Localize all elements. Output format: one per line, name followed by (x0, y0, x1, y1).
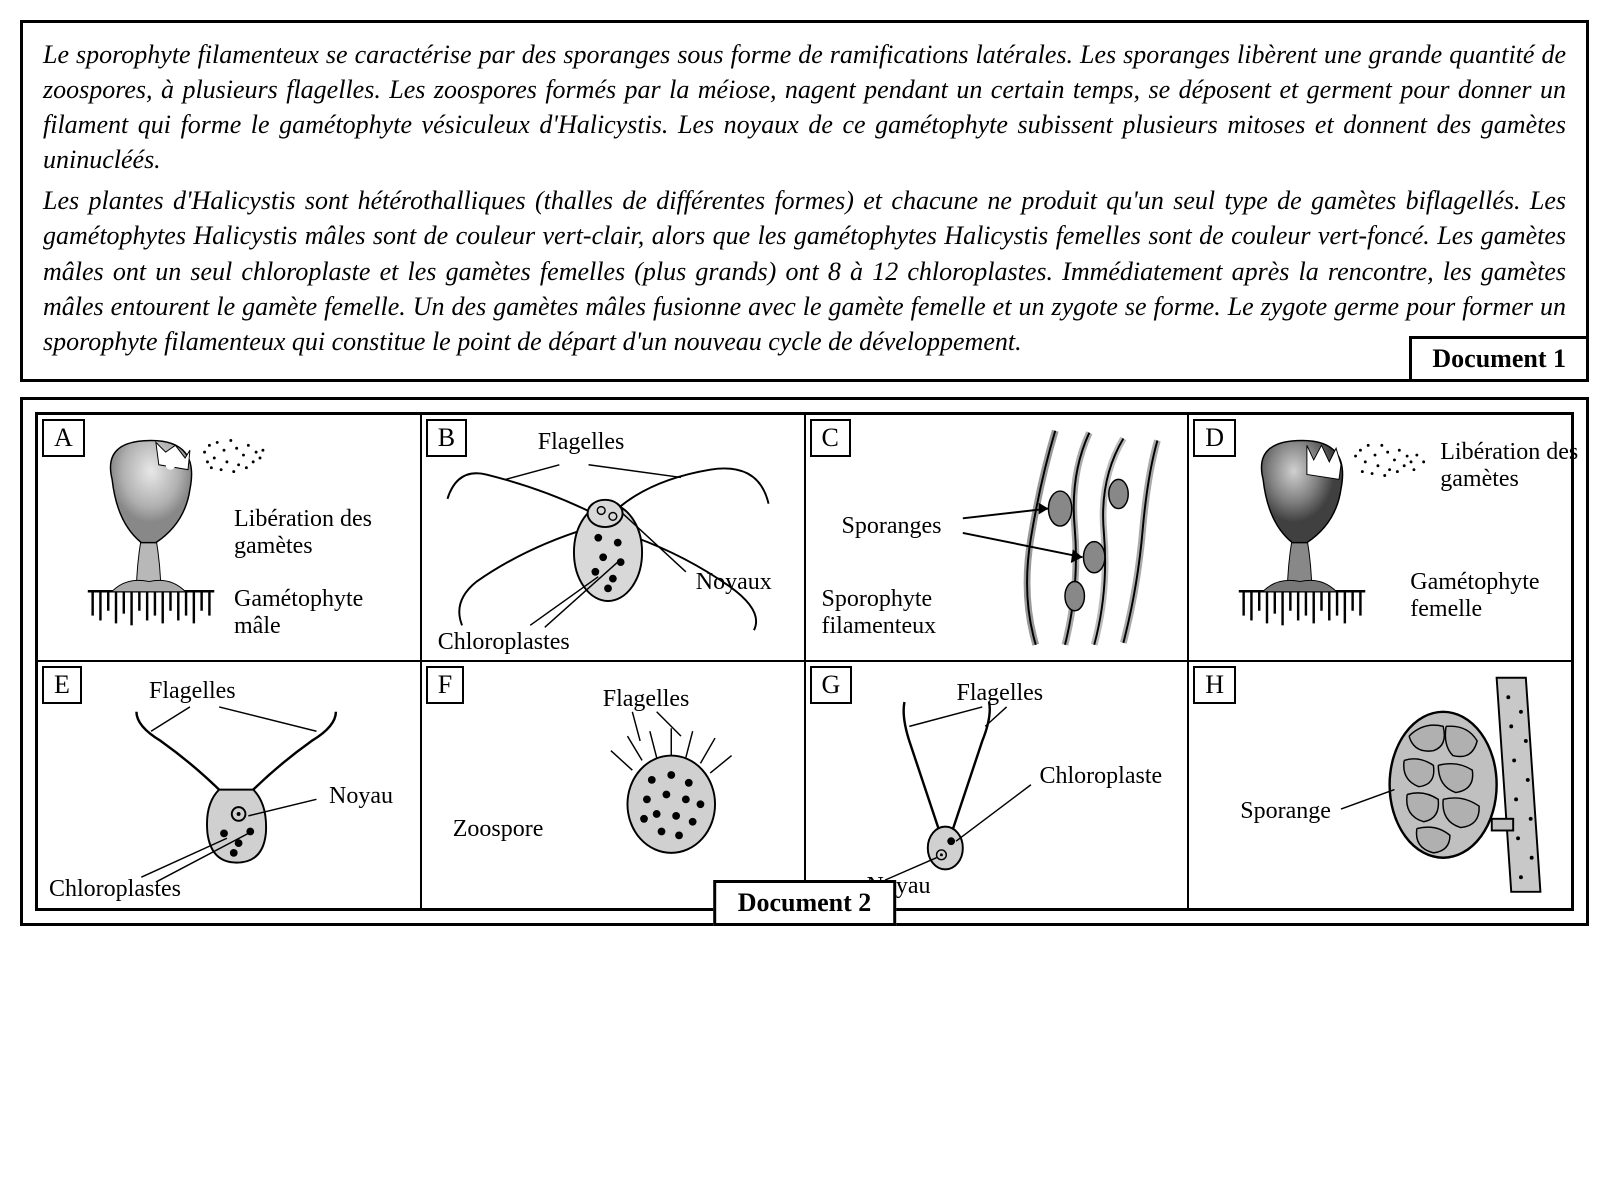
cell-h-label-sporange: Sporange (1240, 798, 1331, 825)
cell-e: E (37, 661, 421, 909)
cell-d-letter: D (1193, 419, 1236, 457)
cell-h-content: Sporange (1195, 668, 1565, 902)
cell-c-label-sporanges: Sporanges (842, 513, 942, 540)
cell-f-label-zoospore: Zoospore (453, 816, 544, 843)
cell-e-label-chloroplastes: Chloroplastes (49, 876, 181, 903)
document-1-container: Le sporophyte filamenteux se caractérise… (20, 20, 1589, 382)
cell-b-label-noyaux: Noyaux (696, 569, 772, 596)
cell-b-label-flagelles: Flagelles (538, 429, 625, 456)
cell-b-diagram (428, 421, 798, 655)
doc1-paragraph-2: Les plantes d'Halicystis sont hétérothal… (43, 183, 1566, 358)
cell-g: G (805, 661, 1189, 909)
cell-f: F (421, 661, 805, 909)
cell-h-letter: H (1193, 666, 1236, 704)
cell-d-content: Libération des gamètes Gamétophyte femel… (1195, 421, 1565, 655)
cell-b-content: Flagelles Noyaux Chloroplastes (428, 421, 798, 655)
cell-a-content: Libération des gamètes Gamétophyte mâle (44, 421, 414, 655)
doc1-paragraph-1: Le sporophyte filamenteux se caractérise… (43, 37, 1566, 177)
cell-c: C (805, 414, 1189, 662)
cell-g-letter: G (810, 666, 853, 704)
cell-h-diagram (1195, 668, 1565, 902)
document-1-label: Document 1 (1409, 336, 1589, 382)
cell-e-letter: E (42, 666, 82, 704)
cell-h: H (1188, 661, 1572, 909)
document-2-container: A (20, 397, 1589, 926)
cell-a-label-gametophyte: Gamétophyte mâle (234, 586, 414, 640)
cell-b: B (421, 414, 805, 662)
cell-d-label-liberation: Libération des gamètes (1440, 439, 1580, 493)
cell-a-label-liberation: Libération des gamètes (234, 506, 414, 560)
cell-d-label-gametophyte: Gamétophyte femelle (1410, 569, 1580, 623)
cell-a: A (37, 414, 421, 662)
cell-c-label-sporophyte: Sporophyte filamenteux (822, 586, 982, 640)
document-2-label: Document 2 (713, 880, 897, 926)
cell-g-label-chloroplaste: Chloroplaste (1040, 763, 1163, 790)
cell-b-letter: B (426, 419, 467, 457)
cell-d: D (1188, 414, 1572, 662)
cell-f-letter: F (426, 666, 464, 704)
cell-g-label-flagelles: Flagelles (957, 680, 1044, 707)
cell-b-label-chloroplastes: Chloroplastes (438, 629, 570, 656)
cell-c-letter: C (810, 419, 851, 457)
cell-f-content: Flagelles Zoospore (428, 668, 798, 902)
cell-e-label-flagelles: Flagelles (149, 678, 236, 705)
cell-c-content: Sporanges Sporophyte filamenteux (812, 421, 1182, 655)
cell-a-letter: A (42, 419, 85, 457)
cell-g-content: Flagelles Chloroplaste Noyau (812, 668, 1182, 902)
document-1-text: Le sporophyte filamenteux se caractérise… (43, 37, 1566, 359)
cell-f-label-flagelles: Flagelles (603, 686, 690, 713)
cell-e-content: Flagelles Noyau Chloroplastes (44, 668, 414, 902)
document-2-grid: A (35, 412, 1574, 911)
cell-e-label-noyau: Noyau (329, 783, 393, 810)
